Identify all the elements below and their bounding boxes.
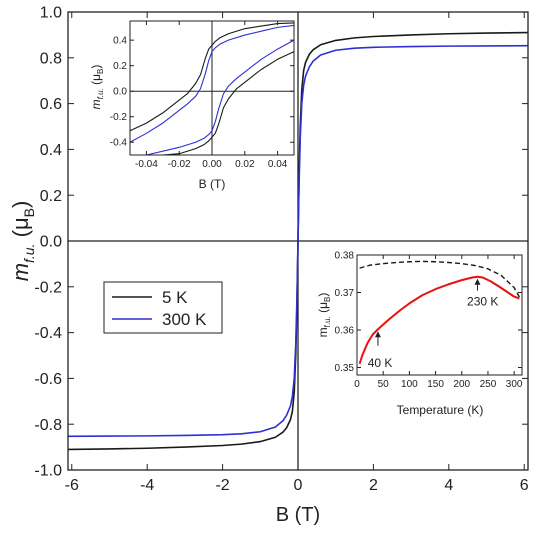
- annotation-arrow-head: [374, 331, 381, 338]
- inset2-y-tick-label: 0.36: [335, 326, 355, 337]
- inset-hysteresis-series-group: [129, 22, 295, 156]
- inset-temperature-x-label: Temperature (K): [397, 403, 484, 417]
- main-plot: -6 -4 -2 0 2 4 6 -1.0 -0.8 -0.6 -0.4 -0.2 0.0 0.2 0.4 0…: [8, 5, 529, 526]
- main-x-tick-label: -2: [215, 477, 229, 494]
- inset-temperature-annotations: 40 K 230 K: [368, 278, 498, 370]
- inset1-y-tick-label: 0.4: [113, 36, 127, 47]
- inset-hysteresis-y-label: mf.u. (μB): [89, 65, 105, 110]
- y-label-unit-close: ): [8, 201, 33, 208]
- main-x-tick-label: -4: [140, 477, 154, 494]
- inset2-x-tick-label: 250: [480, 379, 497, 390]
- main-y-tick-label: -0.8: [34, 417, 62, 434]
- inset2-x-tick-label: 100: [401, 379, 418, 390]
- inset1-x-tick-label: 0.00: [202, 159, 222, 170]
- inset-hysteresis: -0.04 -0.02 0.00 0.02 0.04-0.4-0.20.00.20.4 …: [89, 20, 295, 191]
- main-y-tick-label: 0.0: [40, 234, 62, 251]
- inset1-x-tick-label: -0.04: [135, 159, 158, 170]
- inset1-y-tick-label: -0.4: [110, 138, 128, 149]
- inset2-x-tick-label: 150: [427, 379, 444, 390]
- legend-label-300k: 300 K: [162, 310, 207, 329]
- inset1-y-tick-label: 0.0: [113, 87, 127, 98]
- main-x-tick-label: 4: [444, 477, 453, 494]
- inset1-y-m: m: [89, 99, 103, 109]
- inset2-series-line-0: [359, 260, 520, 298]
- inset1-y-unit-open: (μ: [89, 74, 103, 88]
- main-y-tick-label: 0.2: [40, 188, 62, 205]
- y-label-sub: f.u.: [21, 244, 37, 263]
- inset2-y-tick-label: 0.38: [335, 251, 355, 262]
- annotation-label: 230 K: [467, 295, 498, 309]
- annotation-label: 40 K: [368, 356, 393, 370]
- inset2-x-tick-label: 0: [354, 379, 360, 390]
- legend-box: [103, 281, 223, 334]
- inset1-x-tick-label: -0.02: [168, 159, 191, 170]
- inset2-y-tick-label: 0.35: [335, 363, 355, 374]
- inset2-y-unit-sub: B: [323, 297, 332, 302]
- inset1-y-tick-label: -0.2: [110, 112, 128, 123]
- legend-label-5k: 5 K: [162, 288, 188, 307]
- main-y-tick-label: 1.0: [40, 5, 62, 22]
- inset2-x-tick-label: 200: [453, 379, 470, 390]
- inset-temperature-series-group: [358, 260, 520, 365]
- main-series-group: [67, 31, 529, 451]
- inset1-y-sub: f.u.: [96, 88, 105, 99]
- main-x-tick-label: 0: [294, 477, 303, 494]
- main-y-tick-label: -0.6: [34, 371, 62, 388]
- main-x-axis-label: B (T): [276, 504, 320, 526]
- main-y-tick-label: -0.4: [34, 325, 62, 342]
- inset-temperature-ticks: 0 50 100 150 200 250 300 0.35 0.36 0.37 0.38: [335, 251, 523, 391]
- annotation-arrow-head: [474, 278, 481, 285]
- inset2-y-m: m: [316, 327, 330, 337]
- main-y-tick-label: -1.0: [34, 463, 62, 480]
- inset-temperature-y-label: mf.u. (μB): [316, 293, 332, 338]
- inset-temperature-background: [357, 255, 522, 375]
- inset2-x-tick-label: 50: [378, 379, 390, 390]
- inset2-y-tick-label: 0.37: [335, 288, 355, 299]
- y-label-m: m: [8, 263, 33, 281]
- inset2-x-tick-label: 300: [506, 379, 523, 390]
- main-x-tick-label: 6: [520, 477, 529, 494]
- inset1-y-unit-sub: B: [96, 69, 105, 74]
- main-x-tick-label: -6: [65, 477, 79, 494]
- inset1-series-line-1: [130, 51, 295, 156]
- inset2-y-unit-open: (μ: [316, 302, 330, 316]
- inset1-x-tick-label: 0.02: [235, 159, 255, 170]
- main-y-tick-label: -0.2: [34, 279, 62, 296]
- inset1-y-unit-close: ): [89, 65, 103, 69]
- inset2-y-sub: f.u.: [323, 316, 332, 327]
- inset1-y-tick-label: 0.2: [113, 61, 127, 72]
- inset-temperature-frame: [356, 254, 523, 376]
- y-label-unit-sub: B: [21, 208, 37, 217]
- inset-hysteresis-zero-lines: [130, 21, 294, 155]
- legend: 5 K 300 K: [103, 281, 223, 334]
- inset-temperature: 0 50 100 150 200 250 300 0.35 0.36 0.37 0.38 40 K 2…: [316, 251, 523, 418]
- inset-hysteresis-ticks: -0.04 -0.02 0.00 0.02 0.04 -0.4 -0.2 0.0 0.2 0.4: [110, 21, 294, 170]
- inset1-series-line-0: [129, 22, 295, 132]
- main-x-tick-label: 2: [369, 477, 378, 494]
- inset2-y-unit-close: ): [316, 293, 330, 297]
- inset2-series-line-1: [358, 275, 520, 365]
- main-y-axis-label: mf.u. (μB): [8, 201, 37, 282]
- inset1-series-line-2: [129, 24, 295, 143]
- inset1-x-tick-label: 0.04: [268, 159, 288, 170]
- main-y-tick-label: 0.8: [40, 50, 62, 67]
- main-y-tick-label: 0.4: [40, 142, 62, 159]
- inset-hysteresis-x-label: B (T): [199, 177, 226, 191]
- main-series-line-1: [67, 44, 529, 438]
- main-y-tick-label: 0.6: [40, 96, 62, 113]
- y-label-unit-open: (μ: [8, 217, 33, 243]
- inset1-series-line-3: [130, 39, 295, 156]
- main-axis-ticks: -6 -4 -2 0 2 4 6 -1.0 -0.8 -0.6 -0.4 -0.2 0.0 0.2 0.4 0…: [34, 5, 528, 494]
